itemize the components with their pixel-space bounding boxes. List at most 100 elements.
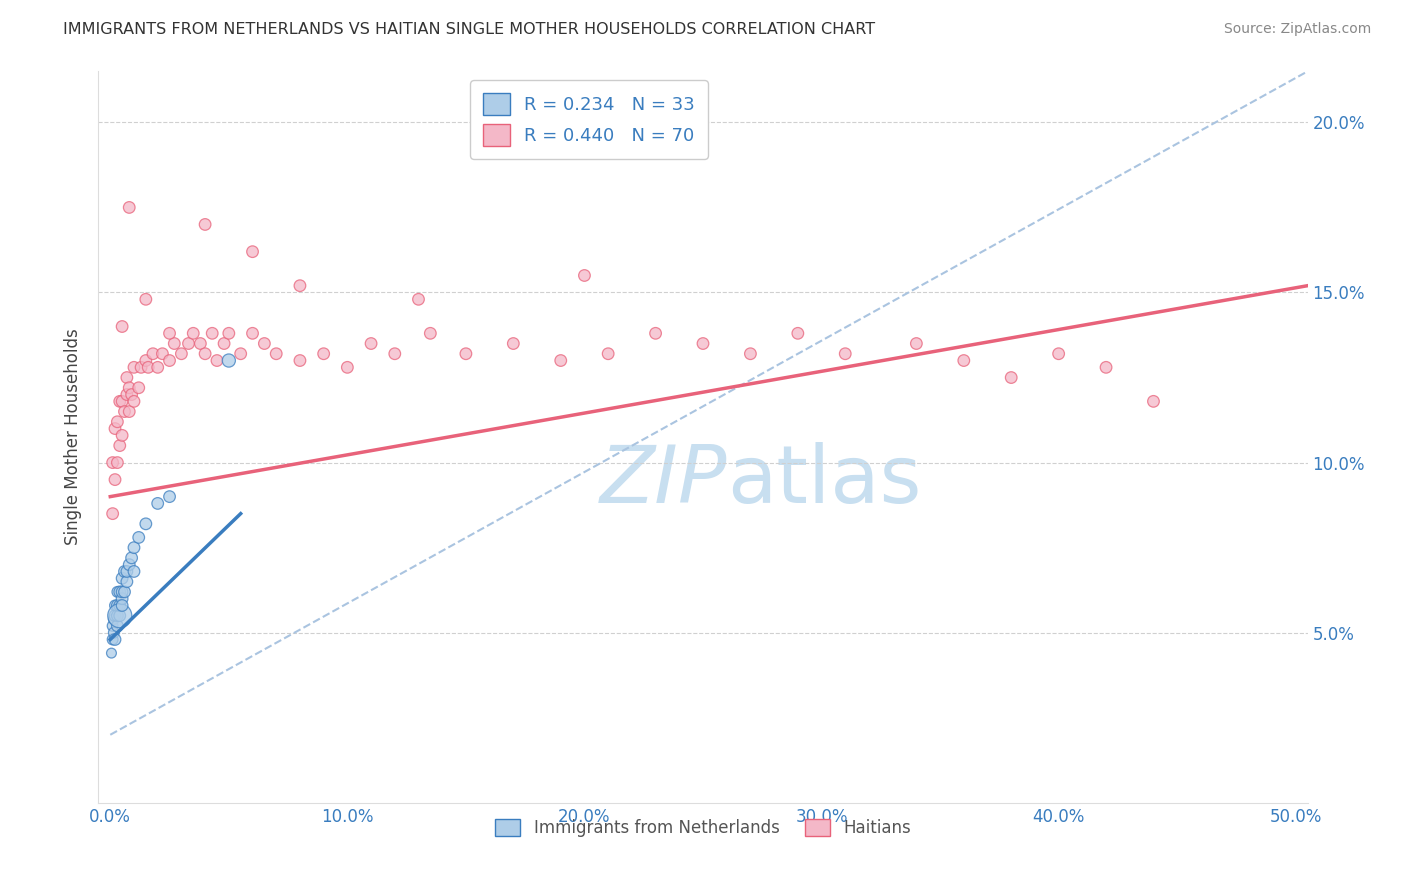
Point bbox=[108, 599, 131, 613]
Point bbox=[194, 218, 217, 232]
Point bbox=[104, 473, 127, 487]
Point bbox=[105, 456, 128, 470]
Point bbox=[408, 293, 430, 307]
Point bbox=[104, 632, 127, 647]
Point bbox=[574, 268, 596, 283]
Point bbox=[114, 585, 136, 599]
Point bbox=[122, 565, 145, 579]
Point bbox=[135, 516, 157, 531]
Point bbox=[122, 360, 145, 375]
Point bbox=[111, 571, 134, 585]
Point bbox=[786, 326, 808, 341]
Point bbox=[218, 353, 240, 368]
Point bbox=[101, 456, 124, 470]
Point bbox=[146, 360, 169, 375]
Point bbox=[1142, 394, 1164, 409]
Point bbox=[142, 347, 165, 361]
Point bbox=[159, 490, 181, 504]
Point bbox=[108, 608, 131, 623]
Point bbox=[229, 347, 252, 361]
Point bbox=[105, 599, 128, 613]
Point bbox=[111, 591, 134, 606]
Text: IMMIGRANTS FROM NETHERLANDS VS HAITIAN SINGLE MOTHER HOUSEHOLDS CORRELATION CHAR: IMMIGRANTS FROM NETHERLANDS VS HAITIAN S… bbox=[63, 22, 876, 37]
Point bbox=[834, 347, 856, 361]
Point bbox=[644, 326, 666, 341]
Point bbox=[111, 599, 134, 613]
Point bbox=[105, 415, 128, 429]
Point bbox=[159, 353, 181, 368]
Point bbox=[111, 585, 134, 599]
Point bbox=[740, 347, 762, 361]
Point bbox=[115, 387, 138, 401]
Point bbox=[170, 347, 193, 361]
Point bbox=[218, 326, 240, 341]
Point bbox=[111, 319, 134, 334]
Point bbox=[104, 421, 127, 435]
Point bbox=[105, 619, 128, 633]
Legend: Immigrants from Netherlands, Haitians: Immigrants from Netherlands, Haitians bbox=[486, 811, 920, 846]
Point bbox=[1047, 347, 1070, 361]
Point bbox=[550, 353, 572, 368]
Point bbox=[104, 608, 127, 623]
Point bbox=[201, 326, 224, 341]
Point bbox=[288, 353, 311, 368]
Point bbox=[115, 565, 138, 579]
Point bbox=[114, 404, 136, 418]
Point bbox=[194, 347, 217, 361]
Point bbox=[122, 541, 145, 555]
Point bbox=[205, 353, 228, 368]
Point bbox=[502, 336, 524, 351]
Point bbox=[336, 360, 359, 375]
Point bbox=[136, 360, 159, 375]
Point bbox=[111, 428, 134, 442]
Point bbox=[190, 336, 212, 351]
Point bbox=[177, 336, 200, 351]
Point bbox=[264, 347, 287, 361]
Point bbox=[454, 347, 477, 361]
Point bbox=[288, 278, 311, 293]
Point bbox=[692, 336, 714, 351]
Point bbox=[159, 326, 181, 341]
Point bbox=[118, 381, 141, 395]
Point bbox=[135, 293, 157, 307]
Point bbox=[100, 646, 122, 660]
Point bbox=[108, 608, 131, 623]
Point bbox=[121, 387, 143, 401]
Point bbox=[101, 632, 124, 647]
Point bbox=[101, 507, 124, 521]
Point bbox=[952, 353, 974, 368]
Text: ZIP: ZIP bbox=[600, 442, 727, 520]
Point bbox=[163, 336, 186, 351]
Point bbox=[905, 336, 928, 351]
Text: atlas: atlas bbox=[727, 442, 921, 520]
Point bbox=[360, 336, 382, 351]
Point bbox=[108, 585, 131, 599]
Point bbox=[118, 201, 141, 215]
Point bbox=[146, 496, 169, 510]
Point bbox=[242, 244, 264, 259]
Point bbox=[212, 336, 235, 351]
Point bbox=[115, 370, 138, 384]
Point bbox=[103, 625, 125, 640]
Point bbox=[135, 353, 157, 368]
Point bbox=[111, 394, 134, 409]
Point bbox=[129, 360, 152, 375]
Point bbox=[122, 394, 145, 409]
Point bbox=[114, 565, 136, 579]
Point bbox=[101, 619, 124, 633]
Point bbox=[105, 608, 128, 623]
Point bbox=[108, 394, 131, 409]
Point bbox=[104, 599, 127, 613]
Point bbox=[152, 347, 174, 361]
Point bbox=[121, 550, 143, 565]
Point bbox=[242, 326, 264, 341]
Point bbox=[128, 381, 150, 395]
Point bbox=[115, 574, 138, 589]
Point bbox=[598, 347, 620, 361]
Point bbox=[384, 347, 406, 361]
Point bbox=[312, 347, 335, 361]
Point bbox=[1095, 360, 1118, 375]
Point bbox=[105, 585, 128, 599]
Point bbox=[118, 404, 141, 418]
Point bbox=[253, 336, 276, 351]
